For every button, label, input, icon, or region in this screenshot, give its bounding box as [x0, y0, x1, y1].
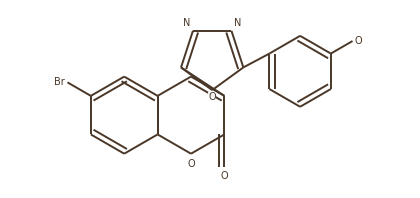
Text: N: N — [183, 18, 191, 28]
Text: O: O — [220, 171, 228, 181]
Text: O: O — [355, 36, 362, 46]
Text: N: N — [234, 18, 241, 28]
Text: Br: Br — [54, 77, 65, 87]
Text: O: O — [187, 159, 195, 168]
Text: O: O — [208, 92, 216, 103]
